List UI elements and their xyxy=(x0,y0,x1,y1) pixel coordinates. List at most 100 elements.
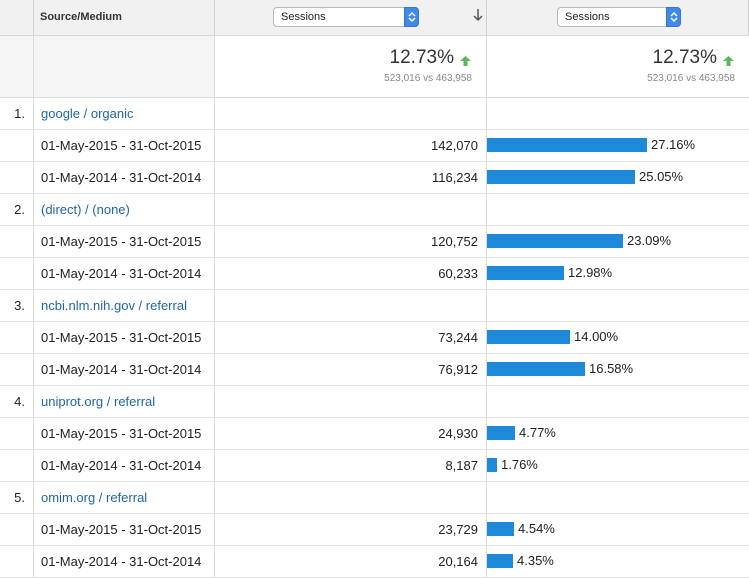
source-medium-link[interactable]: (direct) / (none) xyxy=(41,202,130,217)
empty-cell xyxy=(487,386,749,417)
share-percent: 1.76% xyxy=(501,457,538,472)
totals-comparison: 523,016 vs 463,958 xyxy=(647,73,735,84)
totals-change-percent: 12.73% xyxy=(389,47,454,68)
empty-cell xyxy=(215,98,487,129)
totals-label-cell xyxy=(34,36,215,97)
source-medium-link[interactable]: omim.org / referral xyxy=(41,490,148,505)
empty-cell xyxy=(0,226,34,257)
table-header: Source/Medium Sessions Sessions xyxy=(0,0,749,36)
date-range: 01-May-2014 - 31-Oct-2014 xyxy=(34,258,215,289)
row-index: 2. xyxy=(0,194,34,225)
source-medium-label: Source/Medium xyxy=(40,11,122,23)
metric2-select-value: Sessions xyxy=(565,11,610,23)
share-bar xyxy=(487,330,570,344)
share-bar xyxy=(487,234,623,248)
empty-cell xyxy=(215,386,487,417)
row-index: 5. xyxy=(0,482,34,513)
empty-cell xyxy=(0,322,34,353)
sessions-value: 23,729 xyxy=(215,514,487,545)
empty-cell xyxy=(0,514,34,545)
empty-cell xyxy=(0,130,34,161)
row-index: 3. xyxy=(0,290,34,321)
share-percent: 25.05% xyxy=(639,169,684,184)
table-row: 01-May-2014 - 31-Oct-2014 60,233 12.98% xyxy=(0,258,749,290)
source-cell: google / organic xyxy=(34,98,215,129)
date-range: 01-May-2014 - 31-Oct-2014 xyxy=(34,354,215,385)
empty-cell xyxy=(0,450,34,481)
share-cell: 25.05% xyxy=(487,162,749,193)
totals-change-percent: 12.73% xyxy=(652,47,717,68)
totals-comparison: 523,016 vs 463,958 xyxy=(384,73,472,84)
share-percent: 27.16% xyxy=(651,137,696,152)
metric1-select-value: Sessions xyxy=(281,11,326,23)
table-row: 01-May-2014 - 31-Oct-2014 116,234 25.05% xyxy=(0,162,749,194)
row-index: 4. xyxy=(0,386,34,417)
share-cell: 4.54% xyxy=(487,514,749,545)
share-bar xyxy=(487,362,585,376)
table-row: 3. ncbi.nlm.nih.gov / referral xyxy=(0,290,749,322)
share-bar xyxy=(487,426,515,440)
sessions-value: 8,187 xyxy=(215,450,487,481)
source-cell: omim.org / referral xyxy=(34,482,215,513)
arrow-up-icon xyxy=(460,53,471,71)
sessions-value: 20,164 xyxy=(215,546,487,577)
metric2-select[interactable]: Sessions xyxy=(557,7,681,27)
empty-cell xyxy=(487,194,749,225)
table-row: 4. uniprot.org / referral xyxy=(0,386,749,418)
share-cell: 14.00% xyxy=(487,322,749,353)
date-range: 01-May-2015 - 31-Oct-2015 xyxy=(34,514,215,545)
sort-descending-icon[interactable] xyxy=(472,8,484,27)
empty-cell xyxy=(215,194,487,225)
empty-cell xyxy=(215,290,487,321)
index-column-header xyxy=(0,0,34,35)
table-row: 5. omim.org / referral xyxy=(0,482,749,514)
totals-row: 12.73% 523,016 vs 463,958 12.73% 523,016… xyxy=(0,36,749,98)
sessions-value: 116,234 xyxy=(215,162,487,193)
share-percent: 4.54% xyxy=(518,521,555,536)
table-row: 01-May-2015 - 31-Oct-2015 120,752 23.09% xyxy=(0,226,749,258)
source-medium-link[interactable]: uniprot.org / referral xyxy=(41,394,156,409)
empty-cell xyxy=(487,482,749,513)
row-index: 1. xyxy=(0,98,34,129)
share-cell: 27.16% xyxy=(487,130,749,161)
empty-cell xyxy=(0,418,34,449)
share-bar xyxy=(487,266,564,280)
table-row: 01-May-2015 - 31-Oct-2015 142,070 27.16% xyxy=(0,130,749,162)
share-percent: 4.77% xyxy=(519,425,556,440)
sessions-value: 120,752 xyxy=(215,226,487,257)
table-row: 01-May-2014 - 31-Oct-2014 20,164 4.35% xyxy=(0,546,749,578)
table-body: 1. google / organic 01-May-2015 - 31-Oct-2… xyxy=(0,98,749,578)
source-medium-link[interactable]: google / organic xyxy=(41,106,134,121)
share-percent: 23.09% xyxy=(627,233,672,248)
share-cell: 23.09% xyxy=(487,226,749,257)
table-row: 2. (direct) / (none) xyxy=(0,194,749,226)
totals-metric1-cell: 12.73% 523,016 vs 463,958 xyxy=(215,36,487,97)
date-range: 01-May-2015 - 31-Oct-2015 xyxy=(34,418,215,449)
share-percent: 14.00% xyxy=(574,329,619,344)
source-medium-link[interactable]: ncbi.nlm.nih.gov / referral xyxy=(41,298,187,313)
date-range: 01-May-2015 - 31-Oct-2015 xyxy=(34,226,215,257)
table-row: 01-May-2015 - 31-Oct-2015 23,729 4.54% xyxy=(0,514,749,546)
sessions-value: 24,930 xyxy=(215,418,487,449)
share-cell: 4.35% xyxy=(487,546,749,577)
empty-cell xyxy=(0,162,34,193)
arrow-up-icon xyxy=(723,53,734,71)
share-percent: 4.35% xyxy=(517,553,554,568)
table-row: 01-May-2014 - 31-Oct-2014 8,187 1.76% xyxy=(0,450,749,482)
empty-cell xyxy=(0,258,34,289)
share-bar xyxy=(487,458,497,472)
table-row: 1. google / organic xyxy=(0,98,749,130)
date-range: 01-May-2015 - 31-Oct-2015 xyxy=(34,130,215,161)
totals-index-cell xyxy=(0,36,34,97)
empty-cell xyxy=(0,546,34,577)
metric2-column-header: Sessions xyxy=(487,0,749,35)
share-cell: 1.76% xyxy=(487,450,749,481)
chevron-updown-icon[interactable] xyxy=(666,7,681,27)
date-range: 01-May-2014 - 31-Oct-2014 xyxy=(34,546,215,577)
source-medium-column-header[interactable]: Source/Medium xyxy=(34,0,215,35)
sessions-value: 73,244 xyxy=(215,322,487,353)
metric1-select[interactable]: Sessions xyxy=(273,7,419,27)
sessions-value: 60,233 xyxy=(215,258,487,289)
chevron-updown-icon[interactable] xyxy=(404,7,419,27)
